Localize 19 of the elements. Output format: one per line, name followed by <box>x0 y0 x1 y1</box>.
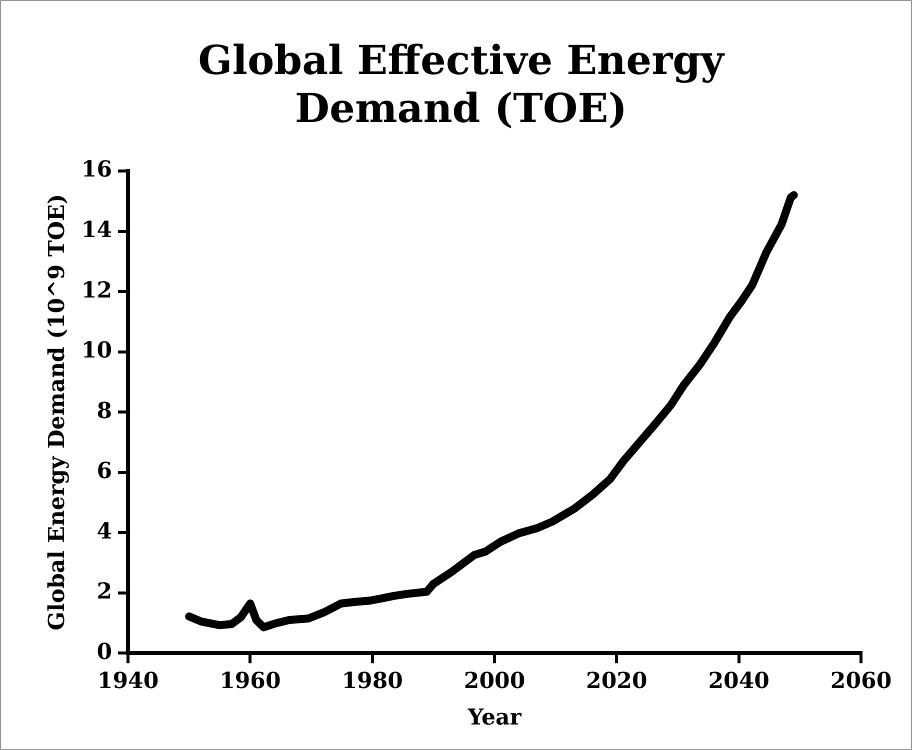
y-tick-label: 14 <box>81 216 112 243</box>
x-tick-label: 1940 <box>97 668 159 694</box>
x-tick-label: 2040 <box>708 668 770 694</box>
y-tick-label: 2 <box>96 578 112 605</box>
x-tick-label: 1980 <box>342 668 403 694</box>
chart-title: Global Effective Energy Demand (TOE) <box>197 37 726 133</box>
y-axis-title: Global Energy Demand (10^9 TOE) <box>44 194 70 630</box>
y-tick-label: 6 <box>96 458 112 484</box>
x-tick-label: 2020 <box>586 668 648 694</box>
y-tick-label: 12 <box>81 277 112 304</box>
y-tick-label: 8 <box>96 398 112 424</box>
x-tick-label: 2000 <box>464 668 526 694</box>
x-tick-label: 1960 <box>220 668 281 694</box>
y-tick-label: 0 <box>96 638 112 665</box>
x-axis-title: Year <box>466 704 522 731</box>
y-tick-label: 4 <box>96 518 112 544</box>
x-tick-label: 2060 <box>830 668 892 694</box>
y-tick-label: 16 <box>81 156 112 183</box>
y-tick-label: 10 <box>81 338 112 364</box>
